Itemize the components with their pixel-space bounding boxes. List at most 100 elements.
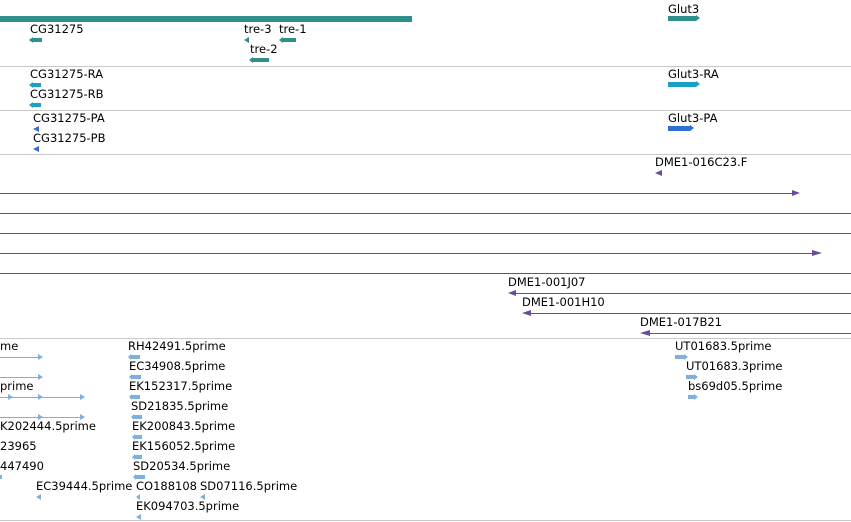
est-feature[interactable] <box>688 395 694 399</box>
gene-label-tre-1: tre-1 <box>279 22 307 36</box>
strand-arrow-icon <box>696 15 700 21</box>
strand-arrow-icon <box>80 414 85 420</box>
strand-arrow-icon <box>812 250 822 256</box>
strand-arrow-icon <box>29 37 33 43</box>
clone-label-dme1-017b21: DME1-017B21 <box>640 315 722 329</box>
clone-feature-line[interactable] <box>0 253 814 254</box>
est-label: UT01683.3prime <box>686 359 783 373</box>
clone-label-dme1-016c23f: DME1-016C23.F <box>655 155 748 169</box>
clone-label-dme1-001h10: DME1-001H10 <box>522 295 605 309</box>
gene-label-cg31275: CG31275 <box>30 22 84 36</box>
strand-arrow-icon <box>244 37 249 43</box>
clone-feature-line[interactable] <box>0 213 851 214</box>
gene-feature-tre-2[interactable] <box>253 58 269 62</box>
strand-arrow-icon <box>133 474 136 480</box>
est-feature-line[interactable] <box>0 357 40 358</box>
strand-arrow-icon <box>8 394 13 400</box>
est-feature[interactable] <box>135 455 142 459</box>
est-feature[interactable] <box>134 415 142 419</box>
clone-feature-line[interactable] <box>0 273 851 274</box>
protein-feature[interactable] <box>668 126 690 131</box>
strand-arrow-icon <box>136 514 141 520</box>
gene-feature-cg31275[interactable] <box>33 38 42 42</box>
est-feature[interactable] <box>0 475 2 479</box>
track-separator <box>0 154 851 155</box>
est-feature[interactable] <box>686 375 694 379</box>
strand-arrow-icon <box>136 494 140 500</box>
track-separator <box>0 110 851 111</box>
strand-arrow-icon <box>128 354 131 360</box>
transcript-feature[interactable] <box>668 82 696 87</box>
transcript-feature[interactable] <box>33 103 41 107</box>
strand-arrow-icon <box>792 190 800 196</box>
clone-feature-line[interactable] <box>0 193 792 194</box>
est-label: SD21835.5prime <box>131 399 229 413</box>
gene-feature-glut3[interactable] <box>668 16 696 21</box>
strand-arrow-icon <box>694 394 698 400</box>
transcript-feature[interactable] <box>33 83 41 87</box>
strand-arrow-icon <box>38 374 43 380</box>
est-feature[interactable] <box>132 375 141 379</box>
strand-arrow-icon <box>80 394 85 400</box>
strand-arrow-icon <box>200 494 205 500</box>
est-label: SD20534.5prime <box>133 459 231 473</box>
strand-arrow-icon <box>696 81 700 87</box>
est-label: RH42491.5prime <box>128 339 226 353</box>
protein-label-glut3-pa: Glut3-PA <box>668 111 718 125</box>
gene-feature-tre-1[interactable] <box>283 38 296 42</box>
track-separator <box>0 66 851 67</box>
gene-feature-bar[interactable] <box>0 16 412 22</box>
est-feature[interactable] <box>132 395 140 399</box>
est-label: me <box>0 339 19 353</box>
strand-arrow-icon <box>684 354 688 360</box>
strand-arrow-icon <box>655 170 662 176</box>
strand-arrow-icon <box>249 57 253 63</box>
strand-arrow-icon <box>279 37 283 43</box>
clone-feature-line[interactable] <box>530 313 851 314</box>
strand-arrow-icon <box>522 310 531 316</box>
strand-arrow-icon <box>640 330 650 336</box>
est-label: EK200843.5prime <box>132 419 236 433</box>
est-label: 23965 <box>0 439 37 453</box>
transcript-label-cg31275-rb: CG31275-RB <box>30 87 104 101</box>
strand-arrow-icon <box>38 354 43 360</box>
est-label: CO188108 <box>136 479 197 493</box>
protein-label-cg31275-pb: CG31275-PB <box>33 131 106 145</box>
protein-label-cg31275-pa: CG31275-PA <box>33 111 105 125</box>
gene-label-glut3: Glut3 <box>668 2 700 16</box>
clone-feature-line[interactable] <box>514 293 851 294</box>
est-feature[interactable] <box>135 435 142 439</box>
est-feature[interactable] <box>131 355 140 359</box>
strand-arrow-icon <box>508 290 516 296</box>
est-label: EC34908.5prime <box>129 359 226 373</box>
transcript-label-cg31275-ra: CG31275-RA <box>30 67 104 81</box>
clone-feature-line[interactable] <box>650 333 851 334</box>
est-label: prime <box>0 379 34 393</box>
est-label: K202444.5prime <box>0 419 96 433</box>
strand-arrow-icon <box>694 374 698 380</box>
track-separator <box>0 338 851 339</box>
clone-feature-line[interactable] <box>0 233 851 234</box>
strand-arrow-icon <box>132 434 135 440</box>
est-label: bs69d05.5prime <box>688 379 783 393</box>
strand-arrow-icon <box>38 394 43 400</box>
strand-arrow-icon <box>132 454 135 460</box>
gene-label-tre-3: tre-3 <box>244 22 272 36</box>
strand-arrow-icon <box>33 126 39 132</box>
est-label: UT01683.5prime <box>675 339 772 353</box>
est-label: 447490 <box>0 459 44 473</box>
strand-arrow-icon <box>38 414 43 420</box>
strand-arrow-icon <box>129 374 132 380</box>
est-label: EK156052.5prime <box>132 439 236 453</box>
transcript-label-glut3-ra: Glut3-RA <box>668 67 719 81</box>
est-label: EC39444.5prime <box>36 479 133 493</box>
strand-arrow-icon <box>36 494 41 500</box>
est-feature[interactable] <box>675 355 684 359</box>
est-feature-line[interactable] <box>0 377 40 378</box>
strand-arrow-icon <box>29 82 33 88</box>
est-feature[interactable] <box>136 475 145 479</box>
est-label: EK094703.5prime <box>136 499 240 513</box>
est-label: SD07116.5prime <box>200 479 298 493</box>
strand-arrow-icon <box>33 146 39 152</box>
